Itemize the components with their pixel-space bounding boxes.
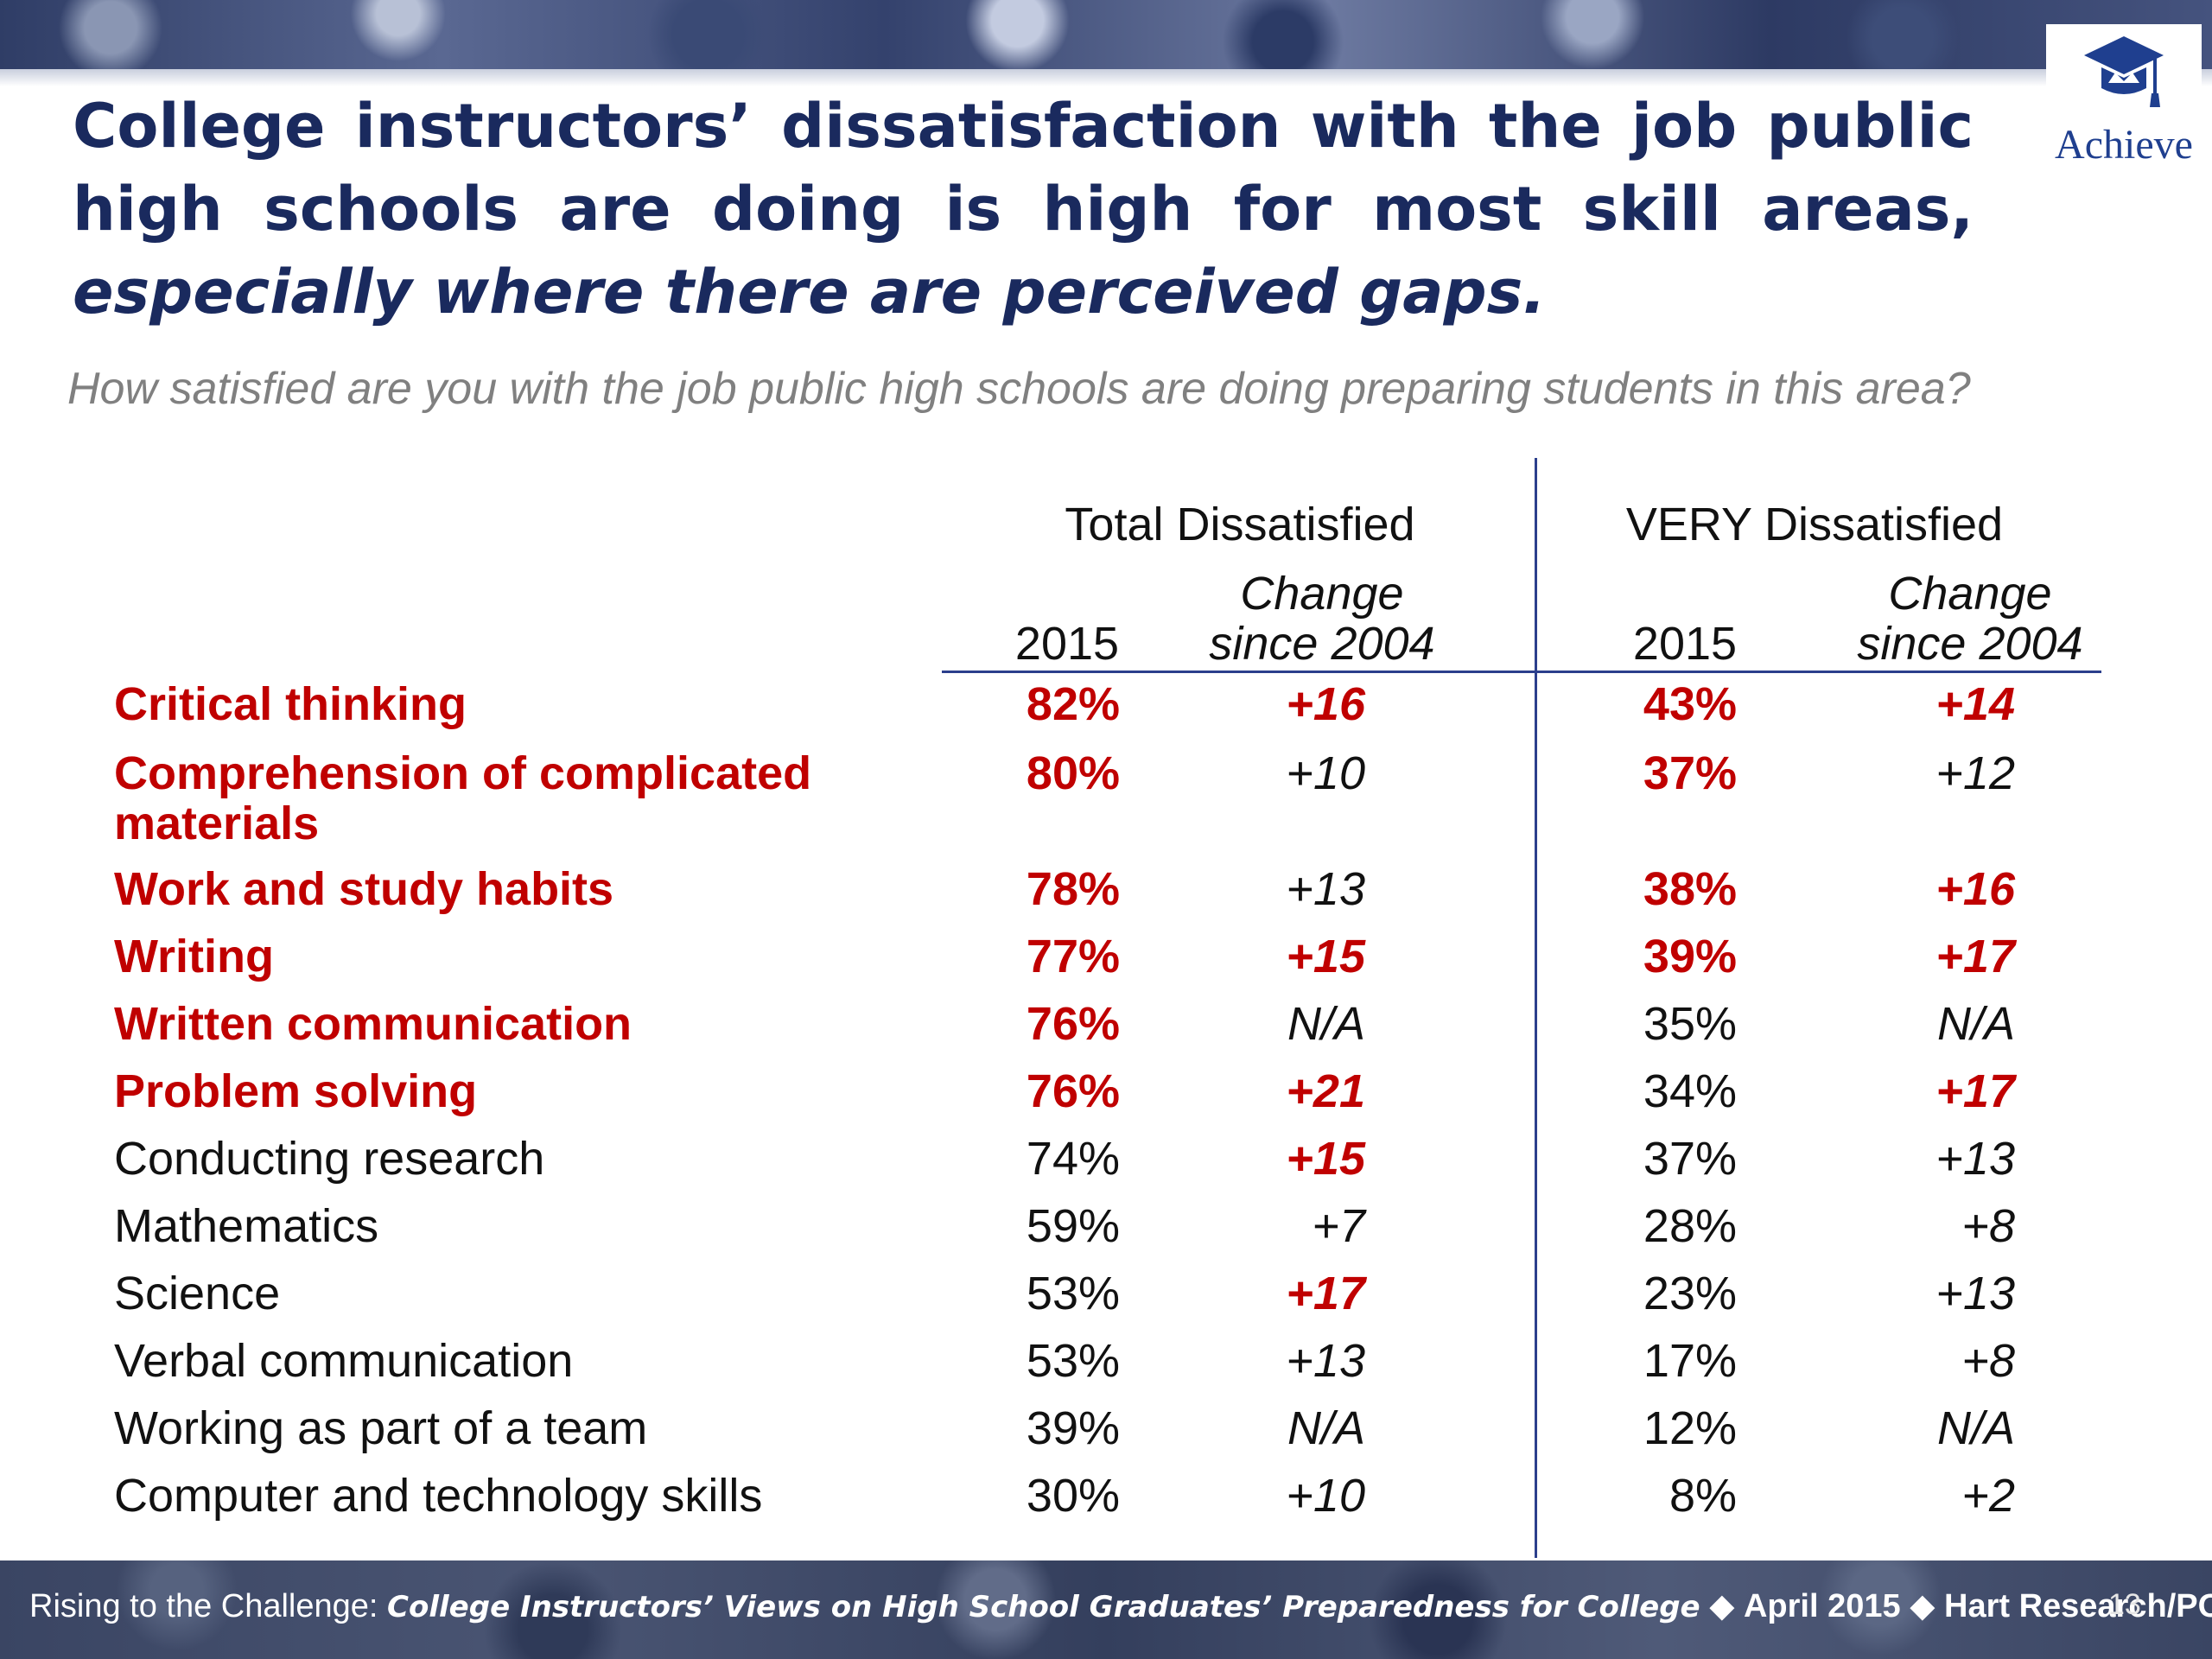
cell-very-change: +12 (1936, 747, 2015, 799)
footer-separator: ◆ (1709, 1588, 1735, 1624)
cell-very-change: N/A (1936, 998, 2015, 1050)
cell-total-2015: 76% (1026, 1065, 1120, 1117)
col-header-very-2015: 2015 (1603, 569, 1767, 669)
group-header-total: Total Dissatisfied (1065, 499, 1415, 550)
cell-total-2015: 76% (1026, 998, 1120, 1050)
cell-total-2015: 82% (1026, 678, 1120, 730)
cell-very-2015: 39% (1643, 931, 1737, 982)
cell-very-2015: 12% (1643, 1402, 1737, 1454)
cell-very-change: +17 (1936, 931, 2015, 982)
col-header-line1: Change (1888, 568, 2052, 620)
cell-total-2015: 78% (1026, 863, 1120, 915)
col-header-line1: Change (1240, 568, 1404, 620)
cell-total-change: +13 (1286, 863, 1365, 915)
row-label: Working as part of a team (114, 1402, 648, 1454)
cell-very-change: +17 (1936, 1065, 2015, 1117)
mortarboard-icon (2084, 36, 2164, 107)
cell-very-change: +16 (1936, 863, 2015, 915)
cell-total-2015: 80% (1026, 747, 1120, 799)
cell-total-change: +10 (1286, 1470, 1365, 1522)
col-header-line1 (985, 569, 1149, 619)
col-header-line2: since 2004 (1857, 618, 2083, 670)
cell-total-2015: 74% (1026, 1133, 1120, 1185)
footer-separator: ◆ (1910, 1588, 1936, 1624)
row-label: Comprehension of complicated materials (114, 747, 812, 849)
cell-very-2015: 28% (1643, 1200, 1737, 1252)
cell-very-change: +8 (1961, 1335, 2015, 1387)
cell-very-2015: 34% (1643, 1065, 1737, 1117)
cell-total-change: N/A (1287, 998, 1365, 1050)
cell-very-change: +14 (1936, 678, 2015, 730)
group-header-very: VERY Dissatisfied (1625, 499, 2004, 550)
column-group-divider (1535, 458, 1537, 1558)
cell-total-2015: 39% (1026, 1402, 1120, 1454)
cell-total-change: +7 (1312, 1200, 1365, 1252)
col-header-line2: 2015 (1014, 618, 1120, 670)
footer-photo-banner (0, 1560, 2212, 1659)
cell-total-change: +10 (1286, 747, 1365, 799)
cell-total-2015: 59% (1026, 1200, 1120, 1252)
cell-total-change: N/A (1287, 1402, 1365, 1454)
cell-very-2015: 37% (1643, 747, 1737, 799)
row-label: Problem solving (114, 1065, 478, 1117)
row-label: Computer and technology skills (114, 1470, 763, 1522)
logo-wordmark: Achieve (2055, 122, 2193, 168)
title-emphasis: especially where there are perceived gap… (73, 257, 1546, 327)
cell-very-2015: 43% (1643, 678, 1737, 730)
cell-total-2015: 53% (1026, 1335, 1120, 1387)
footer-date: April 2015 (1743, 1588, 1901, 1624)
header-rule (942, 671, 2101, 673)
col-header-very-change: Change since 2004 (1832, 569, 2108, 669)
col-header-total-2015: 2015 (985, 569, 1149, 669)
cell-total-change: +13 (1286, 1335, 1365, 1387)
cell-very-2015: 17% (1643, 1335, 1737, 1387)
header-photo-banner (0, 0, 2212, 69)
footer-report-subtitle: College Instructors’ Views on High Schoo… (387, 1590, 1700, 1624)
footer-report-title: Rising to the Challenge: (29, 1588, 378, 1624)
cell-very-2015: 35% (1643, 998, 1737, 1050)
cell-very-change: +13 (1936, 1133, 2015, 1185)
cell-very-2015: 37% (1643, 1133, 1737, 1185)
row-label: Science (114, 1268, 281, 1319)
cell-very-2015: 23% (1643, 1268, 1737, 1319)
cell-very-2015: 38% (1643, 863, 1737, 915)
row-label: Conducting research (114, 1133, 545, 1185)
slide-title: College instructors’ dissatisfaction wit… (73, 85, 1974, 334)
row-label: Critical thinking (114, 678, 467, 730)
cell-very-change: +8 (1961, 1200, 2015, 1252)
footer-source: Hart Research/POS (1944, 1588, 2212, 1624)
row-label: Verbal communication (114, 1335, 574, 1387)
footer-citation: Rising to the Challenge: College Instruc… (29, 1586, 2212, 1625)
title-main: College instructors’ dissatisfaction wit… (73, 91, 1974, 245)
col-header-line1 (1603, 569, 1767, 619)
cell-total-change: +15 (1286, 931, 1365, 982)
row-label: Writing (114, 931, 274, 982)
cell-total-2015: 53% (1026, 1268, 1120, 1319)
row-label: Written communication (114, 998, 632, 1050)
col-header-line2: since 2004 (1209, 618, 1435, 670)
achieve-logo: Achieve (2046, 24, 2202, 168)
page-number: 13 (2108, 1588, 2141, 1621)
cell-total-change: +16 (1286, 678, 1365, 730)
survey-question: How satisfied are you with the job publi… (67, 364, 1971, 414)
cell-total-change: +15 (1286, 1133, 1365, 1185)
cell-total-change: +17 (1286, 1268, 1365, 1319)
header-photo-fade (0, 69, 2212, 86)
cell-very-change: +2 (1961, 1470, 2015, 1522)
cell-total-2015: 77% (1026, 931, 1120, 982)
cell-very-change: N/A (1936, 1402, 2015, 1454)
col-header-total-change: Change since 2004 (1184, 569, 1460, 669)
row-label: Mathematics (114, 1200, 379, 1252)
cell-total-2015: 30% (1026, 1470, 1120, 1522)
cell-total-change: +21 (1286, 1065, 1365, 1117)
cell-very-change: +13 (1936, 1268, 2015, 1319)
cell-very-2015: 8% (1669, 1470, 1737, 1522)
row-label: Work and study habits (114, 863, 614, 915)
col-header-line2: 2015 (1632, 618, 1738, 670)
